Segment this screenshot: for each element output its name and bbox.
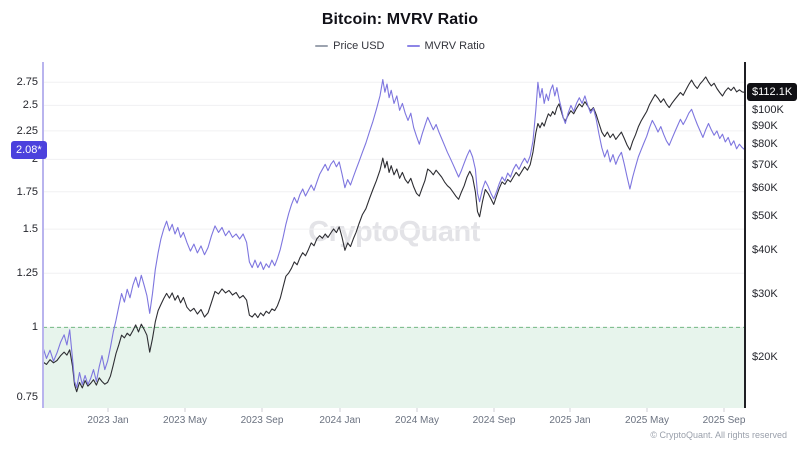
mvrv-series-line <box>42 79 746 389</box>
copyright-text: © CryptoQuant. All rights reserved <box>650 430 787 440</box>
mvrv-current-value-badge: 2.08* <box>11 141 47 159</box>
price-series-line <box>42 76 746 393</box>
legend-label-mvrv-ratio: MVRV Ratio <box>424 40 485 52</box>
price-series-dash-icon <box>315 45 329 47</box>
mvrv-series-dash-icon <box>406 45 420 47</box>
legend-item-price-usd[interactable]: Price USD <box>315 40 385 52</box>
undervalued-zone <box>43 327 745 408</box>
price-current-value-badge: $112.1K <box>747 83 798 101</box>
legend-item-mvrv-ratio[interactable]: MVRV Ratio <box>406 40 485 52</box>
chart-title: Bitcoin: MVRV Ratio <box>321 11 479 28</box>
chart-legend: Price USD MVRV Ratio <box>0 40 800 52</box>
legend-label-price-usd: Price USD <box>333 40 385 52</box>
